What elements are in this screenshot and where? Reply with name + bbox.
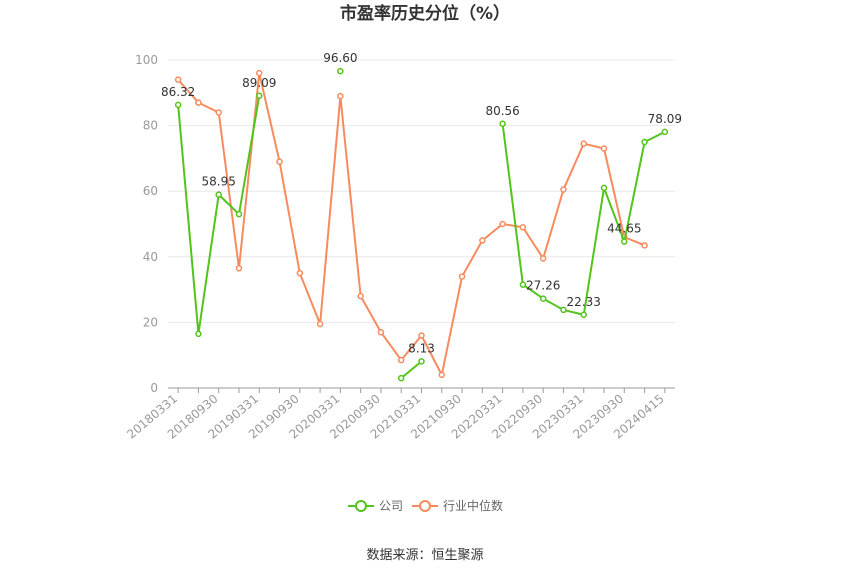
industry-line <box>177 72 645 376</box>
source-label: 数据来源：恒生聚源 <box>366 548 483 563</box>
industry-point <box>397 356 405 364</box>
company-point <box>641 138 648 146</box>
company-data-label: 44.65 <box>607 222 641 236</box>
company-data-label: 58.95 <box>202 175 236 189</box>
company-data-label: 78.09 <box>648 112 682 126</box>
company-data-label: 8.13 <box>408 341 435 355</box>
company-point <box>580 311 587 319</box>
company-point <box>235 210 243 218</box>
industry-point <box>539 255 547 262</box>
company-point <box>539 295 547 302</box>
company-point <box>560 306 567 314</box>
legend-item-industry[interactable]: 行业中位数 <box>412 498 503 513</box>
legend-item-company[interactable]: 公司 <box>348 499 403 513</box>
industry-point <box>316 320 324 328</box>
industry-point <box>256 69 263 77</box>
y-tick-label: 100 <box>135 53 158 67</box>
series-company <box>174 67 669 382</box>
company-point <box>600 184 608 192</box>
industry-point <box>458 273 466 280</box>
legend-marker-company <box>355 500 367 512</box>
industry-point <box>235 265 243 272</box>
industry-point <box>479 237 486 244</box>
industry-point <box>174 76 182 83</box>
industry-point <box>377 328 385 336</box>
industry-point <box>215 109 222 116</box>
y-axis-ticks: 0 20 40 60 80 100 <box>135 53 158 395</box>
industry-point <box>296 269 304 277</box>
company-point <box>256 92 263 100</box>
industry-point <box>519 224 527 231</box>
industry-point <box>499 220 506 228</box>
legend-marker-industry <box>419 500 431 512</box>
industry-point <box>276 158 283 165</box>
industry-point <box>641 242 648 249</box>
industry-point <box>580 140 587 147</box>
company-point <box>174 101 182 109</box>
company-line <box>177 95 261 335</box>
legend[interactable]: 公司 行业中位数 <box>348 498 503 513</box>
company-point <box>337 67 344 75</box>
company-point <box>499 120 506 128</box>
legend-label-industry: 行业中位数 <box>443 498 503 513</box>
company-point <box>519 281 527 288</box>
company-data-label: 80.56 <box>485 104 519 118</box>
company-data-label: 22.33 <box>567 295 601 309</box>
industry-point <box>560 186 567 193</box>
y-tick-label: 60 <box>143 184 158 198</box>
grid-lines <box>168 59 675 323</box>
company-point <box>621 238 628 245</box>
company-point <box>195 330 202 338</box>
industry-point <box>600 145 608 152</box>
chart-title: 市盈率历史分位（%） <box>340 3 510 24</box>
y-tick-label: 0 <box>150 381 158 395</box>
company-data-label: 86.32 <box>161 85 195 99</box>
company-point <box>397 374 405 382</box>
industry-point <box>337 92 344 100</box>
industry-point <box>438 371 446 379</box>
data-labels: 86.32 58.95 89.09 96.60 8.13 80.56 27.26 22.33 4… <box>161 51 682 355</box>
company-data-label: 89.09 <box>242 76 276 90</box>
legend-label-company: 公司 <box>379 499 403 513</box>
company-data-label: 27.26 <box>526 279 560 293</box>
industry-point <box>357 292 364 300</box>
company-point <box>215 191 222 198</box>
industry-point <box>195 99 202 106</box>
industry-point <box>418 332 425 339</box>
company-point <box>418 358 425 365</box>
y-tick-label: 40 <box>143 250 158 264</box>
x-axis: 2018033120180930201903312019093020200331… <box>124 387 675 442</box>
series-industry <box>174 69 648 379</box>
company-data-label: 96.60 <box>323 51 357 65</box>
company-line <box>400 360 423 379</box>
y-tick-label: 80 <box>143 119 158 133</box>
y-tick-label: 20 <box>143 315 158 329</box>
company-point <box>661 128 669 136</box>
